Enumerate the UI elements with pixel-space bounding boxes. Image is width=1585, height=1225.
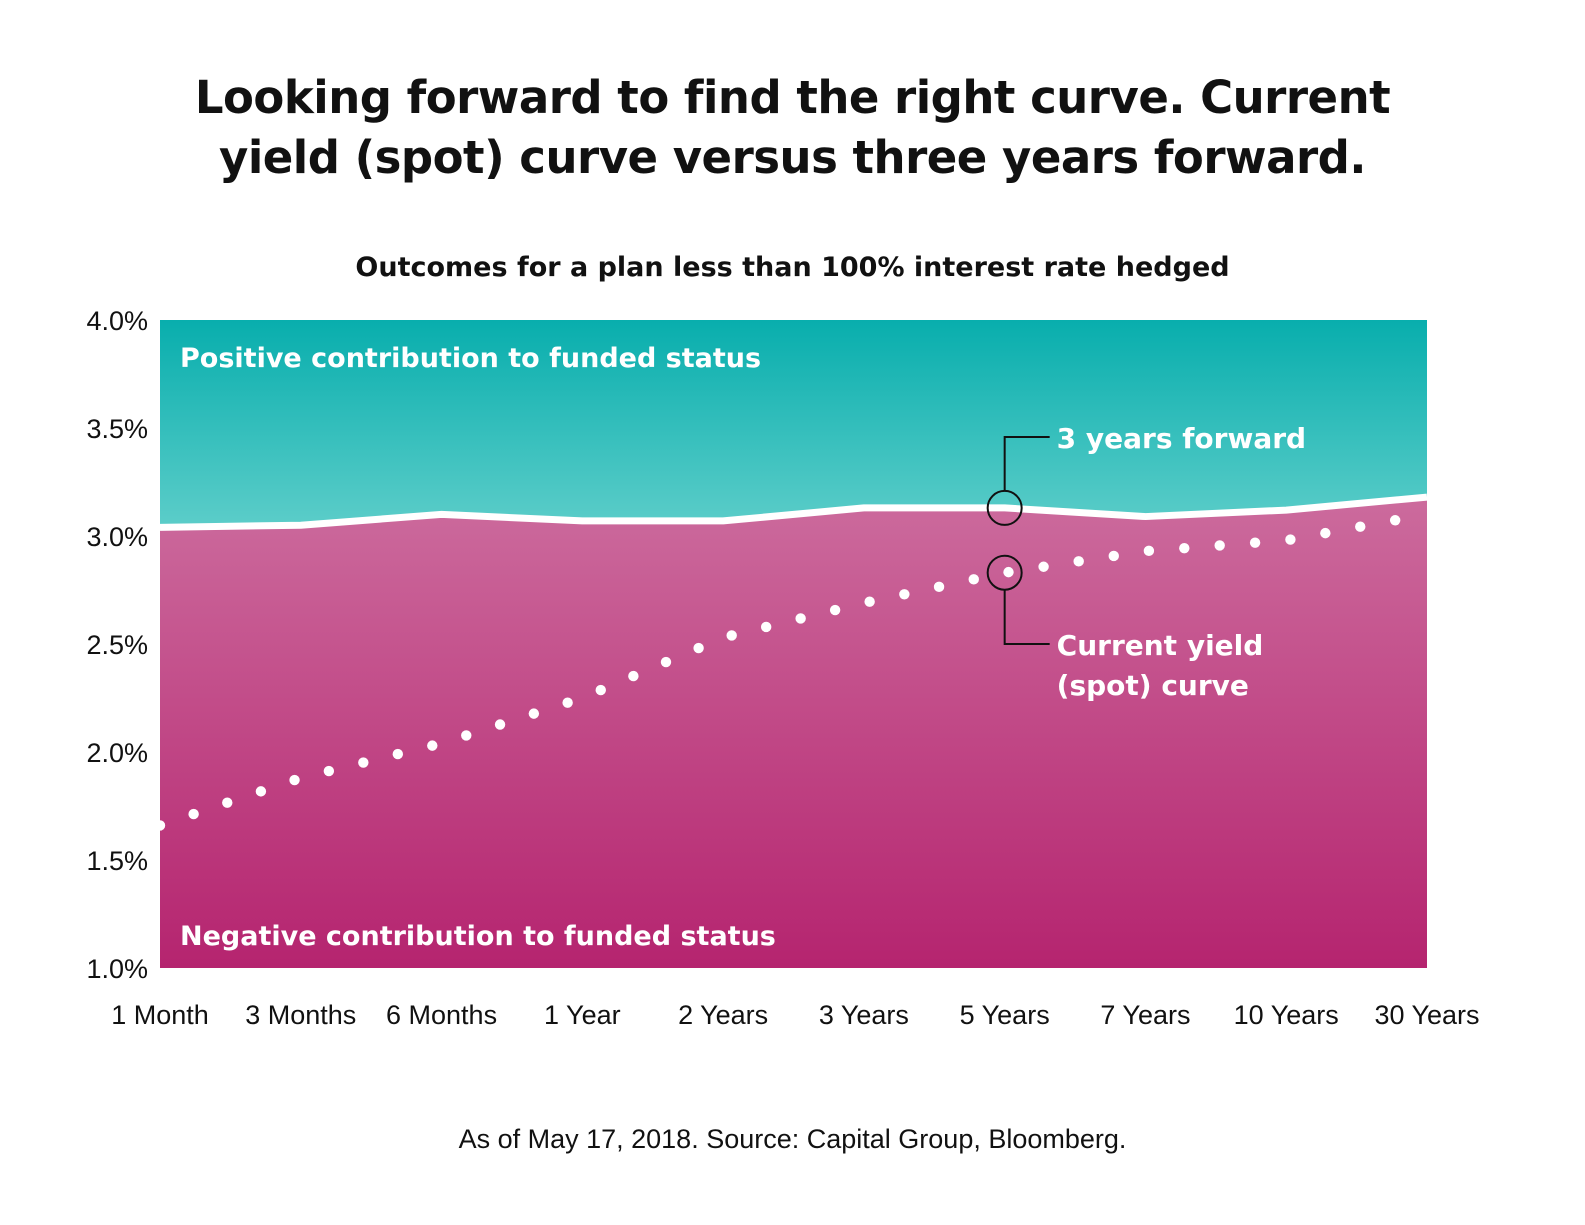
spot-dot	[427, 740, 438, 751]
negative-area	[160, 497, 1427, 968]
annotation-label: Current yield	[1057, 629, 1264, 662]
spot-dot	[933, 581, 945, 593]
spot-dot	[1108, 550, 1119, 562]
y-tick-label: 3.0%	[86, 522, 148, 552]
x-tick-label: 5 Years	[960, 1000, 1050, 1030]
y-tick-label: 4.0%	[86, 306, 148, 336]
y-tick-label: 2.5%	[86, 630, 148, 660]
spot-dot	[323, 765, 335, 777]
chart-title-line-2: yield (spot) curve versus three years fo…	[219, 131, 1366, 184]
spot-dot	[392, 748, 404, 760]
chart-title: Looking forward to find the right curve.…	[0, 68, 1585, 188]
annotations: 3 years forward Current yield (spot) curve	[986, 422, 1306, 702]
x-tick-label: 1 Year	[544, 1000, 621, 1030]
forward-curve-line	[159, 493, 1428, 531]
spot-dot	[968, 574, 979, 585]
x-tick-label: 2 Years	[678, 1000, 768, 1030]
spot-dot	[1179, 542, 1190, 554]
spot-dot	[1143, 545, 1155, 557]
y-tick-label: 3.5%	[86, 414, 148, 444]
spot-dot	[595, 684, 606, 696]
spot-dot	[562, 697, 573, 708]
y-tick-label: 1.0%	[86, 954, 148, 984]
area-layer	[160, 320, 1427, 968]
spot-dot	[222, 797, 233, 808]
x-tick-label: 3 Years	[819, 1000, 909, 1030]
spot-dot	[660, 656, 672, 668]
chart-subtitle: Outcomes for a plan less than 100% inter…	[355, 252, 1230, 283]
annotation-label: (spot) curve	[1057, 669, 1249, 702]
x-tick-label: 10 Years	[1234, 1000, 1339, 1030]
spot-dot	[726, 630, 737, 641]
x-axis: 1 Month 3 Months 6 Months 1 Year 2 Years 3 Ye…	[111, 1000, 1479, 1030]
spot-dot	[1038, 561, 1049, 572]
spot-dot	[628, 670, 639, 682]
spot-dot	[289, 774, 300, 786]
spot-dot	[188, 808, 199, 820]
negative-region-label: Negative contribution to funded status	[180, 921, 776, 952]
x-tick-label: 6 Months	[386, 1000, 497, 1030]
y-tick-label: 1.5%	[86, 846, 148, 876]
positive-region-label: Positive contribution to funded status	[180, 343, 761, 374]
annotation-label: 3 years forward	[1057, 422, 1306, 455]
spot-dot	[1389, 515, 1401, 526]
y-axis: 1.0% 1.5% 2.0% 2.5% 3.0% 3.5% 4.0%	[86, 306, 148, 984]
spot-curve-dots	[154, 515, 1401, 831]
spot-dot	[760, 621, 772, 633]
spot-dot	[154, 820, 166, 831]
spot-dot	[829, 604, 841, 616]
spot-dot	[1249, 537, 1261, 548]
annotation-leader-line	[1003, 436, 1050, 491]
spot-dot	[1285, 534, 1296, 545]
annotation-leader-line	[1003, 589, 1050, 645]
positive-area	[160, 320, 1427, 528]
spot-dot	[899, 589, 910, 600]
spot-dot	[461, 730, 472, 741]
source-note: As of May 17, 2018. Source: Capital Grou…	[458, 1124, 1127, 1154]
x-tick-label: 1 Month	[111, 1000, 209, 1030]
spot-dot	[864, 596, 875, 607]
chart-title-line-1: Looking forward to find the right curve.…	[194, 71, 1391, 124]
spot-dot	[1355, 521, 1366, 532]
spot-dot	[693, 642, 704, 654]
spot-dot	[1214, 540, 1225, 551]
spot-dot	[1073, 556, 1084, 567]
spot-dot	[494, 719, 506, 730]
y-tick-label: 2.0%	[86, 738, 148, 768]
spot-dot	[358, 757, 369, 768]
spot-dot	[795, 613, 806, 624]
spot-dot	[1003, 566, 1014, 578]
spot-dot	[528, 708, 540, 719]
x-tick-label: 3 Months	[245, 1000, 356, 1030]
x-tick-label: 30 Years	[1374, 1000, 1479, 1030]
x-tick-label: 7 Years	[1100, 1000, 1190, 1030]
spot-dot	[255, 786, 267, 797]
spot-dot	[1320, 527, 1331, 539]
